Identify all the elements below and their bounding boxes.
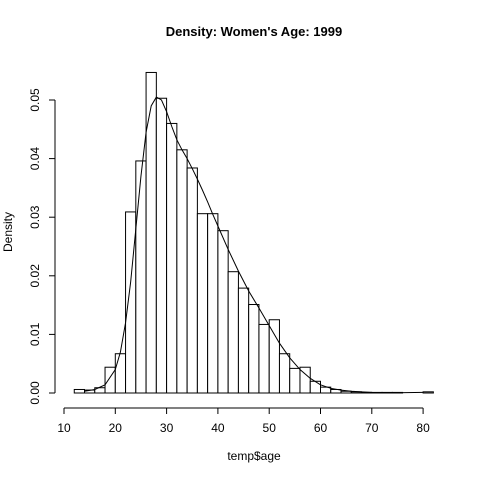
chart-title: Density: Women's Age: 1999 [166, 24, 342, 39]
x-tick-label-70: 70 [365, 421, 379, 435]
y-tick-label-0: 0.00 [28, 381, 42, 405]
y-tick-label-2: 0.02 [28, 264, 42, 288]
histogram-bar-13 [207, 213, 219, 394]
x-tick-label-60: 60 [314, 421, 328, 435]
x-axis: 10 20 30 40 50 60 70 80 [57, 407, 430, 435]
histogram-bar-22 [299, 366, 311, 394]
histogram-bar-20 [278, 353, 291, 394]
histogram-bar-9 [166, 122, 178, 394]
histogram-bar-16 [237, 287, 250, 394]
histogram-bar-14 [217, 230, 229, 394]
y-tick-label-4: 0.04 [28, 147, 42, 171]
histogram-bar-32 [422, 391, 434, 394]
histogram-bar-7 [145, 71, 157, 394]
x-tick-label-50: 50 [263, 421, 277, 435]
y-tick-label-3: 0.03 [28, 205, 42, 229]
y-axis: 0.00 0.01 0.02 0.03 0.04 0.05 [28, 88, 56, 405]
histogram-bar-17 [248, 304, 260, 394]
histogram-bar-10 [176, 149, 188, 394]
histogram-bar-12 [196, 213, 209, 394]
histogram-bar-11 [186, 167, 198, 394]
histogram-bar-15 [227, 271, 239, 394]
histogram-bar-8 [155, 97, 168, 394]
histogram-bar-19 [268, 319, 280, 394]
histogram-bar-4 [114, 353, 127, 394]
histogram-bar-21 [289, 367, 301, 394]
histogram-bars [73, 71, 434, 394]
x-tick-label-10: 10 [57, 421, 71, 435]
y-tick-label-5: 0.05 [28, 88, 42, 112]
histogram-bar-18 [258, 323, 270, 394]
y-tick-label-1: 0.01 [28, 322, 42, 346]
density-curve-line [84, 96, 424, 394]
y-axis-label: Density [1, 212, 15, 252]
x-tick-label-30: 30 [160, 421, 174, 435]
x-tick-label-40: 40 [211, 421, 225, 435]
x-tick-label-20: 20 [109, 421, 123, 435]
histogram-bar-6 [135, 160, 147, 394]
histogram-bar-5 [125, 211, 137, 394]
histogram-bar-23 [309, 380, 321, 394]
x-tick-label-80: 80 [416, 421, 430, 435]
histogram-bar-0 [73, 388, 86, 394]
density-curve-group [84, 96, 424, 394]
x-axis-label: temp$age [227, 449, 281, 463]
